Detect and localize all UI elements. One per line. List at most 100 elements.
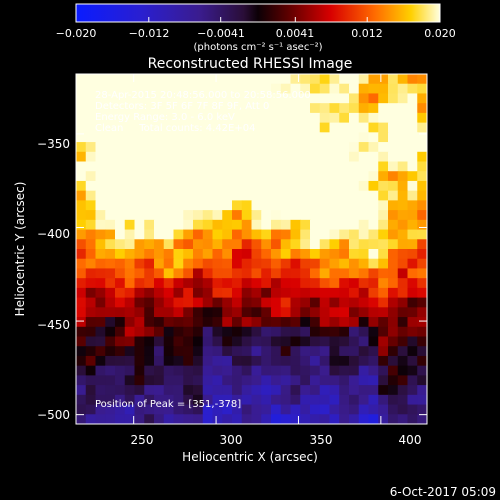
image-pixel xyxy=(388,326,399,338)
image-pixel xyxy=(251,394,262,406)
image-pixel xyxy=(378,229,389,240)
image-pixel xyxy=(193,229,204,240)
image-pixel xyxy=(193,375,204,386)
image-pixel xyxy=(154,132,165,143)
image-pixel xyxy=(339,385,350,396)
image-pixel xyxy=(397,365,409,376)
image-pixel xyxy=(212,103,223,114)
image-pixel xyxy=(222,336,233,347)
image-pixel xyxy=(358,122,370,133)
image-pixel xyxy=(407,307,418,318)
image-pixel xyxy=(397,346,409,357)
image-pixel xyxy=(163,326,175,338)
image-pixel xyxy=(241,132,253,143)
image-pixel xyxy=(300,74,311,85)
image-pixel xyxy=(232,385,243,396)
image-pixel xyxy=(271,336,282,347)
image-pixel xyxy=(251,258,262,270)
image-pixel xyxy=(222,93,233,104)
image-pixel xyxy=(329,93,340,104)
image-pixel xyxy=(105,278,116,289)
image-pixel xyxy=(76,132,87,143)
image-pixel xyxy=(271,375,282,386)
image-pixel xyxy=(261,219,272,231)
image-pixel xyxy=(154,190,165,201)
image-pixel xyxy=(144,346,155,357)
image-pixel xyxy=(397,297,409,308)
image-pixel xyxy=(397,326,409,338)
image-pixel xyxy=(339,355,350,367)
image-pixel xyxy=(222,210,233,221)
image-pixel xyxy=(173,210,184,221)
image-pixel xyxy=(202,151,214,163)
image-pixel xyxy=(261,385,272,396)
image-pixel xyxy=(397,83,409,95)
image-pixel xyxy=(300,268,311,279)
colorbar-units: (photons cm⁻² s⁻¹ asec⁻²) xyxy=(193,42,322,53)
image-pixel xyxy=(339,287,350,299)
plot-frame xyxy=(75,73,428,425)
image-pixel xyxy=(310,249,321,260)
image-pixel xyxy=(368,365,379,376)
colorbar-tick-label: −0.0041 xyxy=(197,27,245,40)
image-pixel xyxy=(193,180,204,192)
image-pixel xyxy=(212,180,223,192)
image-pixel xyxy=(134,365,145,376)
image-pixel xyxy=(212,414,223,424)
image-pixel xyxy=(163,297,175,308)
image-pixel xyxy=(202,142,214,153)
image-pixel xyxy=(193,307,204,318)
image-pixel xyxy=(173,414,184,424)
image-pixel xyxy=(202,229,214,240)
image-pixel xyxy=(358,346,370,357)
image-pixel xyxy=(358,394,370,406)
image-pixel xyxy=(163,93,175,104)
image-pixel xyxy=(280,326,292,338)
image-pixel xyxy=(241,258,253,270)
image-pixel xyxy=(163,268,175,279)
image-pixel xyxy=(163,83,175,95)
image-pixel xyxy=(163,200,175,211)
image-pixel xyxy=(105,249,116,260)
image-pixel xyxy=(222,297,233,308)
image-pixel xyxy=(319,74,331,85)
image-pixel xyxy=(183,365,194,376)
image-pixel xyxy=(241,365,253,376)
image-pixel xyxy=(222,171,233,182)
image-pixel xyxy=(115,122,126,133)
image-pixel xyxy=(154,74,165,85)
image-pixel xyxy=(212,190,223,201)
image-pixel xyxy=(417,180,427,192)
image-pixel xyxy=(115,161,126,172)
image-pixel xyxy=(134,93,145,104)
image-pixel xyxy=(241,229,253,240)
image-pixel xyxy=(378,74,389,85)
image-pixel xyxy=(310,317,321,328)
image-pixel xyxy=(251,414,262,424)
image-pixel xyxy=(368,93,379,104)
image-pixel xyxy=(95,83,106,95)
image-pixel xyxy=(173,278,184,289)
image-pixel xyxy=(124,103,136,114)
image-pixel xyxy=(271,365,282,376)
image-pixel xyxy=(319,414,331,424)
image-pixel xyxy=(222,132,233,143)
image-pixel xyxy=(183,180,194,192)
image-pixel xyxy=(290,297,301,308)
image-pixel xyxy=(300,229,311,240)
image-pixel xyxy=(193,103,204,114)
image-pixel xyxy=(193,326,204,338)
image-pixel xyxy=(407,122,418,133)
image-pixel xyxy=(202,394,214,406)
image-pixel xyxy=(407,287,418,299)
image-pixel xyxy=(144,151,155,163)
image-pixel xyxy=(300,151,311,163)
image-pixel xyxy=(154,161,165,172)
image-pixel xyxy=(163,142,175,153)
image-pixel xyxy=(251,171,262,182)
image-pixel xyxy=(271,229,282,240)
image-pixel xyxy=(144,385,155,396)
image-pixel xyxy=(349,317,360,328)
image-pixel xyxy=(417,258,427,270)
image-pixel xyxy=(329,287,340,299)
